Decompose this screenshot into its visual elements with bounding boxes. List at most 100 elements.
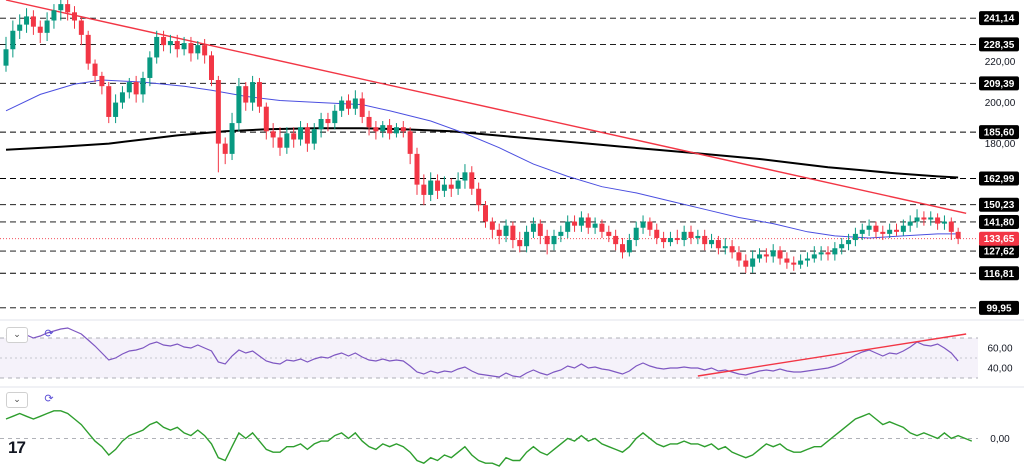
candle-body (92, 63, 98, 76)
candle-body (921, 217, 927, 220)
candle-body (339, 100, 345, 111)
candle-body (770, 250, 776, 257)
oscillator-panel: 0,00 (0, 410, 1010, 467)
candle-body (798, 260, 804, 265)
candles (3, 0, 961, 273)
candle-body (133, 82, 139, 95)
candle (483, 201, 488, 228)
candle (332, 104, 338, 130)
candle (380, 121, 386, 138)
moving-averages (5, 79, 959, 239)
candle (311, 123, 317, 150)
candle (99, 71, 105, 95)
candle-body (948, 221, 954, 232)
osc-zero-label: 0,00 (990, 434, 1010, 445)
candle (359, 92, 365, 124)
candle-body (126, 82, 132, 93)
candle (921, 211, 927, 226)
candle-body (483, 205, 488, 222)
candle (763, 248, 769, 263)
candle (256, 77, 262, 113)
candle-body (572, 221, 578, 226)
candle-body (400, 127, 406, 132)
candle (784, 252, 790, 269)
candle (852, 227, 858, 247)
candle-body (784, 258, 790, 263)
candle-body (85, 34, 91, 64)
candle (496, 223, 502, 245)
candle (250, 75, 256, 111)
candle (620, 237, 625, 259)
candle-body (880, 231, 886, 234)
candle-body (236, 86, 242, 124)
candle (572, 215, 578, 232)
candle-body (524, 231, 530, 247)
candle (387, 118, 393, 140)
rsi-collapse-button[interactable]: ⌄ (6, 327, 28, 343)
osc-collapse-button[interactable]: ⌄ (6, 392, 28, 408)
price-tag-bg (979, 125, 1019, 140)
candle (325, 112, 331, 132)
candle-body (544, 235, 550, 245)
candle-body (147, 57, 153, 78)
candle-body (332, 110, 338, 124)
candle-body (304, 127, 310, 144)
candle-body (202, 45, 208, 56)
candle-body (674, 237, 680, 241)
candle-body (955, 231, 961, 239)
candle-body (777, 250, 783, 259)
candle (17, 14, 23, 39)
price-tag-bg (979, 266, 1019, 281)
candle-body (387, 125, 393, 134)
candle-body (435, 180, 441, 191)
candle-body (270, 131, 276, 138)
candle-body (72, 12, 77, 21)
candle (291, 127, 297, 148)
candle-body (832, 248, 838, 255)
candle (147, 51, 153, 87)
candle (804, 252, 810, 267)
candle (455, 172, 461, 195)
osc-sync-icon[interactable]: ⟳ (44, 392, 54, 405)
candle-body (729, 246, 735, 253)
candle-body (941, 221, 947, 224)
rsi-sync-icon[interactable]: ⟳ (44, 327, 54, 340)
price-tag-text: 228,35 (984, 40, 1015, 51)
candle-body (51, 10, 57, 21)
candle-body (537, 223, 543, 236)
candle-body (551, 235, 557, 245)
candle-body (592, 223, 598, 228)
candle (298, 121, 304, 146)
price-tag-bg (979, 76, 1019, 91)
candle (462, 164, 468, 189)
candle-body (243, 86, 249, 103)
candle (866, 219, 872, 236)
price-level-tag: 99,95 (979, 300, 1019, 315)
candle (113, 94, 119, 124)
candle (517, 231, 523, 253)
price-level-tag: 116,81 (979, 266, 1019, 281)
candle (633, 221, 639, 247)
candle (510, 221, 516, 249)
candle (661, 231, 667, 249)
axis-tick-label: 220,00 (985, 57, 1016, 68)
candle (674, 229, 680, 245)
candle-body (489, 221, 495, 230)
candle-body (113, 102, 119, 117)
candle-body (887, 229, 893, 234)
candle-body (900, 225, 906, 232)
candle-body (407, 131, 413, 154)
candle-body (839, 244, 845, 249)
candle (736, 246, 742, 267)
candle (750, 250, 756, 273)
candle (811, 246, 817, 263)
candle (757, 248, 762, 263)
candle-body (688, 231, 694, 238)
candle (72, 6, 77, 29)
candle-body (373, 127, 379, 132)
price-level-tag: 141,80 (979, 214, 1019, 229)
candle-body (65, 4, 71, 13)
trendline (0, 0, 978, 240)
candle-body (421, 184, 427, 195)
